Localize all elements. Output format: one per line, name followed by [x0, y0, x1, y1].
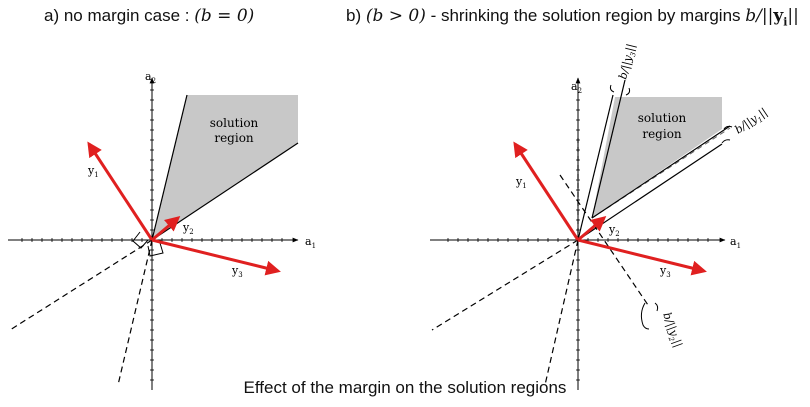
- panel-a-region-label-2: region: [214, 131, 254, 145]
- panel-b-margin-label-y1: b/||y1||: [732, 105, 770, 138]
- panel-a-region-label-1: solution: [210, 116, 259, 130]
- panel-a-right-angle-2: [147, 242, 164, 257]
- panel-b-vector-y1: [513, 141, 580, 241]
- panel-b-vector-y2-label: y2: [608, 223, 620, 238]
- panel-a-title-text: a) no margin case :: [44, 6, 195, 25]
- panel-a-dashed-line-1: [9, 239, 153, 331]
- panel-b-title-text: b): [346, 6, 366, 25]
- panel-a-right-angle-1: [132, 231, 149, 249]
- panel-b-title-margin-b: b: [745, 6, 757, 26]
- panel-b-boundary-y1-shifted: [591, 79, 626, 219]
- panel-b-vector-y2: [577, 216, 607, 242]
- panel-b: solution region a1 a2 y1 y2 y3 b/||y3|| …: [430, 42, 770, 390]
- panel-a-vector-y1: [87, 141, 154, 241]
- panel-b-boundary-y1-original: [577, 94, 614, 241]
- panel-b-title-norm-left: ||: [761, 6, 774, 26]
- panel-b-margin-brace-y3: [609, 84, 631, 96]
- panel-b-solution-region: [592, 97, 722, 218]
- panel-b-dashed-line-y1: [544, 239, 579, 386]
- panel-a-dashed-line-2: [117, 239, 153, 386]
- panel-b-title-margin-slash: /: [756, 6, 762, 26]
- panel-b-margin-brace-y1: [721, 125, 733, 144]
- panel-a-boundary-y1: [151, 94, 188, 241]
- panel-a-vector-y1-label: y1: [87, 164, 99, 179]
- panel-b-title-y-sub: i: [783, 15, 788, 29]
- panel-a-axis-y-label: a2: [145, 70, 156, 85]
- panel-a-vector-y3: [151, 238, 281, 276]
- panel-b-vector-y1-label: y1: [515, 175, 527, 190]
- panel-b-margin-label-y2: b/||y2||: [658, 311, 684, 350]
- panel-b-title-y: y: [773, 6, 784, 26]
- panel-b-title-norm-right: ||: [787, 6, 799, 26]
- panel-a-solution-region: [152, 95, 298, 240]
- panel-b-margin-brace-y2: [640, 302, 659, 330]
- panel-b-vector-y3-label: y3: [659, 264, 671, 279]
- panel-b-margin-label-y3: b/||y3||: [616, 42, 639, 81]
- panel-a-title: a) no margin case : (b = 0): [44, 6, 254, 26]
- panel-a: solution region a1 a2 y1 y2 y3: [8, 70, 316, 390]
- panel-b-ticks: [447, 99, 709, 381]
- panel-a-vector-y3-label: y3: [231, 264, 243, 279]
- panel-b-region-label-1: solution: [638, 111, 687, 125]
- panel-b-region-label-2: region: [642, 127, 682, 141]
- panel-b-vector-y3: [577, 238, 707, 276]
- panel-b-dashed-line-y2: [431, 239, 579, 331]
- panel-b-axis-x-label: a1: [730, 235, 741, 250]
- panel-a-axis-x-label: a1: [305, 235, 316, 250]
- panel-a-ticks: [21, 89, 283, 381]
- panel-a-vector-y2-label: y2: [182, 221, 194, 236]
- panel-b-dashed-line-shift-3: [591, 127, 731, 219]
- panel-b-title-math: (b > 0): [365, 6, 426, 26]
- panel-b-title: b) (b > 0) - shrinking the solution regi…: [346, 6, 799, 28]
- figure-caption: Effect of the margin on the solution reg…: [243, 378, 567, 397]
- panel-b-dashed-line-shift-1: [559, 174, 649, 306]
- panel-a-title-math: (b = 0): [194, 6, 255, 26]
- panel-b-title-rest: - shrinking the solution region by margi…: [425, 6, 746, 25]
- panel-a-vector-y2: [151, 216, 181, 242]
- panel-b-axis-y-label: a2: [571, 80, 582, 95]
